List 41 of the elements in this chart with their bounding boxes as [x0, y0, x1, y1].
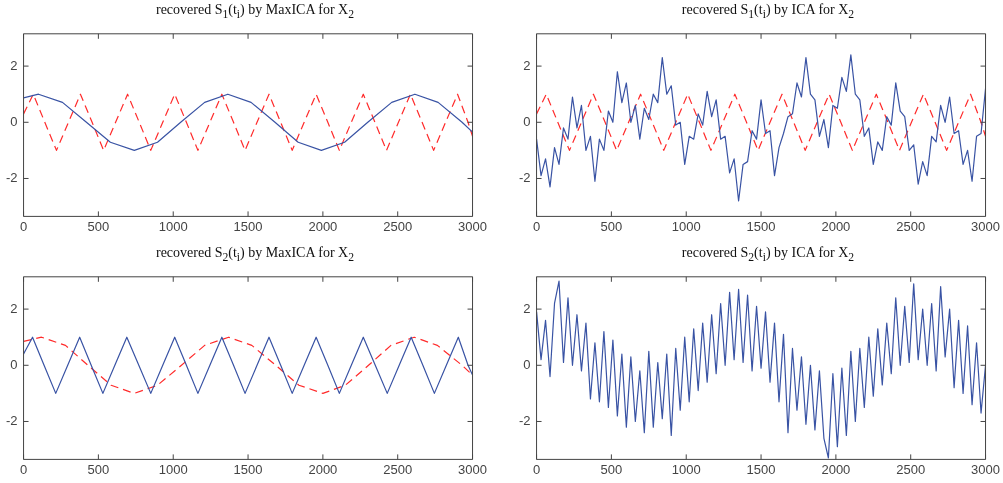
- x-tick-label: 3000: [971, 218, 1000, 234]
- x-tick-label: 2500: [896, 461, 926, 477]
- x-tick-label: 3000: [971, 461, 1000, 477]
- x-tick-label: 2000: [821, 461, 851, 477]
- x-tick-label: 2000: [308, 218, 338, 234]
- x-tick-label: 500: [600, 218, 623, 234]
- chart-title: recovered S$_{1}$(t$_{i}$) by ICA for X$_{2}$: [680, 2, 856, 21]
- y-tick-label: 0: [523, 356, 531, 372]
- y-tick-label: -2: [519, 170, 531, 186]
- x-tick-label: 2000: [308, 461, 338, 477]
- x-tick-label: 1000: [158, 218, 188, 234]
- y-tick-label: 2: [10, 57, 18, 73]
- x-tick-label: 500: [600, 461, 623, 477]
- y-tick-label: 2: [10, 300, 18, 316]
- x-tick-label: 1000: [671, 461, 701, 477]
- y-tick-label: -2: [6, 170, 18, 186]
- x-tick-label: 2500: [383, 461, 413, 477]
- y-tick-label: 0: [523, 113, 531, 129]
- y-tick-label: 2: [523, 57, 531, 73]
- x-tick-label: 1500: [233, 461, 263, 477]
- x-tick-label: 3000: [458, 218, 487, 234]
- y-tick-label: 0: [10, 113, 18, 129]
- x-tick-label: 3000: [458, 461, 487, 477]
- x-tick-label: 1500: [746, 218, 776, 234]
- chart-title: recovered S$_{2}$(t$_{i}$) by MaxICA for X$_{2}$: [154, 245, 355, 264]
- x-tick-label: 2500: [383, 218, 413, 234]
- chart-title: recovered S$_{1}$(t$_{i}$) by MaxICA for X$_{2}$: [154, 2, 355, 21]
- chart-title: recovered S$_{2}$(t$_{i}$) by ICA for X$_{2}$: [680, 245, 856, 264]
- y-tick-label: -2: [6, 413, 18, 429]
- y-tick-label: 0: [10, 356, 18, 372]
- x-tick-label: 1000: [671, 218, 701, 234]
- y-tick-label: 2: [523, 300, 531, 316]
- x-tick-label: 500: [87, 461, 110, 477]
- x-tick-label: 1500: [746, 461, 776, 477]
- x-tick-label: 1500: [233, 218, 263, 234]
- x-tick-label: 2000: [821, 218, 851, 234]
- x-tick-label: 500: [87, 218, 110, 234]
- x-tick-label: 2500: [896, 218, 926, 234]
- y-tick-label: -2: [519, 413, 531, 429]
- x-tick-label: 1000: [158, 461, 188, 477]
- line-series: [536, 93, 986, 151]
